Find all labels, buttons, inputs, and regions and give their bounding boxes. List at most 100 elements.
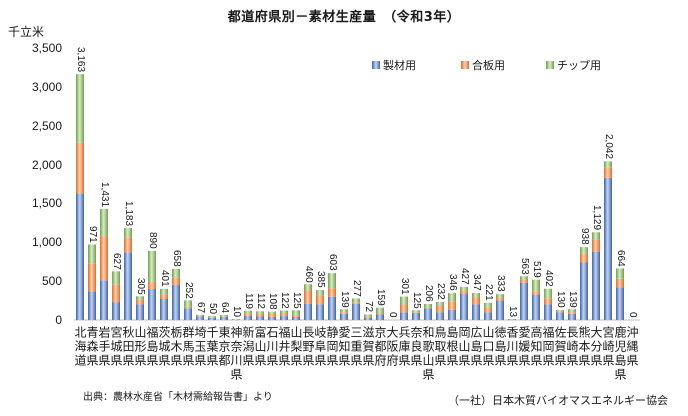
category-label-23: 三重県 — [349, 326, 363, 368]
bar-segment-series2-25 — [376, 307, 384, 313]
total-label-19: 460 — [303, 265, 314, 283]
bar-segment-series1-37 — [520, 279, 528, 283]
category-label-27: 兵庫県 — [397, 326, 411, 368]
category-label-24: 滋賀県 — [361, 326, 375, 368]
bar-segment-series0-44 — [604, 177, 612, 320]
total-label-39: 402 — [543, 270, 554, 287]
bar-segment-series0-33 — [472, 304, 480, 320]
bar-segment-series1-40 — [556, 311, 564, 313]
bar-segment-series2-33 — [472, 293, 480, 298]
bar-segment-series0-42 — [580, 262, 588, 320]
bar-segment-series1-24 — [364, 316, 372, 318]
category-label-21: 静岡県 — [325, 326, 339, 368]
bar-segment-series1-39 — [544, 298, 552, 305]
total-label-11: 50 — [207, 303, 218, 315]
total-label-17: 122 — [279, 291, 290, 309]
chart-title: 都道府県別－素材生産量 （令和3年） — [227, 10, 461, 25]
total-label-7: 401 — [159, 270, 170, 287]
bar-segment-series0-27 — [400, 312, 408, 320]
bar-segment-series0-9 — [184, 308, 192, 320]
category-label-12: 東京都 — [217, 326, 231, 368]
bar-segment-series2-3 — [112, 271, 120, 285]
legend-swatch-lumber — [372, 61, 380, 69]
total-label-23: 277 — [351, 279, 362, 297]
bar-segment-series0-10 — [196, 316, 204, 320]
total-label-33: 347 — [471, 274, 482, 292]
bars — [76, 74, 624, 320]
bar-segment-series2-2 — [100, 208, 108, 237]
bar-segment-series1-23 — [352, 302, 360, 304]
category-label-38: 高知県 — [529, 326, 543, 368]
bar-segment-series2-32 — [460, 286, 468, 291]
category-label-31: 島根県 — [445, 326, 459, 368]
bar-segment-series1-21 — [328, 288, 336, 297]
bar-segment-series0-21 — [328, 296, 336, 320]
bar-segment-series2-17 — [280, 310, 288, 314]
bar-segment-series0-2 — [100, 280, 108, 320]
bar-segment-series1-31 — [448, 301, 456, 310]
total-label-40: 130 — [555, 291, 566, 308]
category-label-0: 北海道 — [73, 326, 87, 368]
bar-segment-series1-7 — [160, 294, 168, 300]
bar-segment-series0-1 — [88, 291, 96, 320]
total-label-41: 139 — [567, 290, 578, 308]
bar-segment-series0-40 — [556, 312, 564, 320]
bar-segment-series0-15 — [256, 316, 264, 320]
credit-note: （一社）日本木質バイオマスエネルギー協会 — [448, 394, 668, 407]
bar-segment-series0-5 — [136, 304, 144, 320]
legend-label-chip: チップ用 — [557, 59, 601, 72]
bar-segment-series1-17 — [280, 313, 288, 317]
legend-swatch-chip — [546, 61, 554, 69]
bar-segment-series0-0 — [76, 193, 84, 320]
bar-segment-series1-6 — [148, 281, 156, 289]
bar-segment-series0-22 — [340, 313, 348, 320]
bar-segment-series2-36 — [508, 318, 516, 320]
bar-segment-series1-27 — [400, 304, 408, 313]
bar-segment-series2-24 — [364, 314, 372, 317]
bar-segment-series2-14 — [244, 310, 252, 314]
total-label-45: 664 — [615, 249, 626, 267]
category-label-11: 千葉県 — [205, 326, 219, 368]
bar-segment-series1-22 — [340, 312, 348, 314]
bar-segment-series2-45 — [616, 268, 624, 279]
bar-segment-series1-16 — [268, 313, 276, 317]
y-tick-label-7: 3,500 — [31, 41, 62, 55]
bar-segment-series1-3 — [112, 284, 120, 303]
bar-segment-series0-31 — [448, 309, 456, 320]
total-label-20: 385 — [315, 271, 326, 289]
bar-segment-series0-41 — [568, 313, 576, 320]
bar-segment-series0-12 — [220, 316, 228, 320]
category-label-44: 宮崎県 — [601, 326, 615, 368]
bar-segment-series2-35 — [496, 294, 504, 298]
bar-segment-series1-25 — [376, 313, 384, 315]
bar-segment-series1-35 — [496, 297, 504, 301]
total-label-36: 13 — [507, 305, 518, 317]
category-label-30: 鳥取県 — [433, 326, 447, 368]
bar-segment-series0-17 — [280, 316, 288, 320]
bar-segment-series1-8 — [172, 277, 180, 286]
bar-segment-series1-9 — [184, 306, 192, 309]
total-label-38: 519 — [531, 260, 542, 278]
legend-label-plywood: 合板用 — [472, 59, 505, 72]
category-label-15: 富山県 — [253, 326, 267, 368]
bar-segment-series2-41 — [568, 309, 576, 313]
category-label-10: 埼玉県 — [193, 326, 207, 368]
bar-segment-series0-28 — [412, 313, 420, 320]
category-label-17: 福井県 — [277, 326, 291, 368]
bar-segment-series2-16 — [268, 311, 276, 314]
bar-segment-series0-20 — [316, 304, 324, 320]
category-label-20: 岐阜県 — [313, 326, 327, 368]
bar-segment-series0-19 — [304, 303, 312, 320]
total-label-37: 563 — [519, 257, 530, 275]
total-label-30: 232 — [435, 283, 446, 300]
bar-segment-series2-8 — [172, 268, 180, 278]
category-label-1: 青森県 — [85, 326, 99, 368]
bar-segment-series0-11 — [208, 317, 216, 320]
bar-segment-series2-9 — [184, 300, 192, 307]
y-tick-label-0: 0 — [55, 313, 62, 327]
bar-segment-series2-44 — [604, 161, 612, 168]
bar-segment-series2-15 — [256, 311, 264, 314]
bar-segment-series2-12 — [220, 315, 228, 317]
bar-segment-series1-44 — [604, 167, 612, 178]
bar-segment-series0-23 — [352, 303, 360, 320]
